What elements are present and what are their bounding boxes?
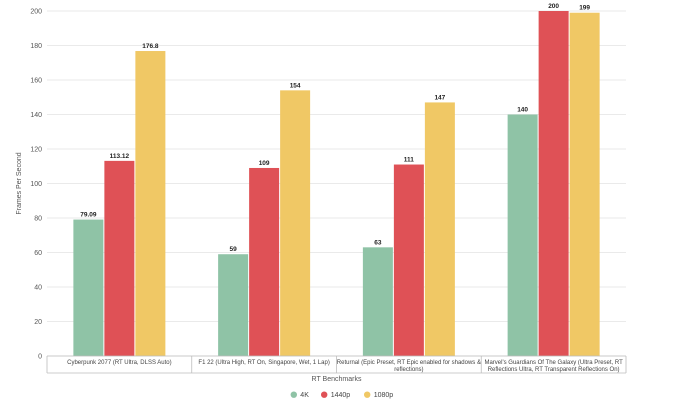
y-tick-label: 140 — [30, 112, 42, 119]
x-axis-title: RT Benchmarks — [312, 376, 362, 383]
data-label: 140 — [517, 107, 528, 114]
y-axis-ticks: 0 20 40 60 80 100 120 140 160 180 200 — [30, 9, 42, 361]
data-label: 111 — [404, 157, 415, 164]
bar — [569, 12, 600, 356]
legend: 4K 1440p 1080p — [290, 391, 394, 399]
y-axis-title: Frames Per Second — [16, 152, 23, 214]
bar — [538, 11, 569, 356]
data-label: 154 — [290, 82, 301, 89]
bar — [249, 167, 280, 356]
data-label: 109 — [259, 160, 270, 167]
y-tick-label: 40 — [34, 285, 42, 292]
legend-label: 1440p — [331, 392, 351, 399]
bar — [280, 90, 311, 356]
category-label-line: Cyberpunk 2077 (RT Ultra, DLSS Auto) — [67, 360, 172, 366]
category-label-line: Marvel's Guardians Of The Galaxy (Ultra … — [484, 360, 623, 366]
bars — [73, 11, 600, 357]
data-label: 176.8 — [142, 43, 159, 50]
data-label: 63 — [374, 239, 382, 246]
legend-swatch — [321, 391, 328, 398]
legend-label: 1080p — [374, 392, 394, 399]
category-label: Cyberpunk 2077 (RT Ultra, DLSS Auto) — [67, 360, 172, 366]
legend-swatch — [364, 391, 371, 398]
bar — [362, 247, 393, 356]
y-tick-label: 0 — [38, 354, 42, 361]
category-label-line: reflections) — [394, 367, 423, 373]
y-tick-label: 20 — [34, 319, 42, 326]
y-tick-label: 180 — [30, 43, 42, 50]
legend-swatch — [290, 391, 297, 398]
data-label: 200 — [548, 3, 559, 10]
y-tick-label: 100 — [30, 181, 42, 188]
bar — [135, 51, 166, 357]
category-label-line: Reflections Ultra, RT Transparent Reflec… — [488, 367, 620, 373]
legend-label: 4K — [300, 392, 309, 399]
data-label: 147 — [434, 94, 445, 101]
category-label: Marvel's Guardians Of The Galaxy (Ultra … — [484, 360, 623, 373]
y-tick-label: 200 — [30, 9, 42, 16]
category-label-line: F1 22 (Ultra High, RT On, Singapore, Wet… — [198, 360, 329, 366]
data-label: 79.09 — [80, 212, 97, 219]
bar — [104, 160, 135, 356]
data-labels: 79.09 59 63 140 113.12 109 111 200 176.8 154 147 19… — [80, 3, 590, 253]
bar — [507, 114, 538, 356]
data-label: 199 — [579, 5, 590, 12]
category-label-line: Returnal (Epic Preset, RT Epic enabled f… — [337, 360, 481, 366]
data-label: 113.12 — [110, 153, 130, 160]
category-label: Returnal (Epic Preset, RT Epic enabled f… — [337, 360, 481, 373]
bar — [393, 164, 424, 356]
category-label: F1 22 (Ultra High, RT On, Singapore, Wet… — [198, 360, 329, 366]
y-tick-label: 160 — [30, 78, 42, 85]
y-tick-label: 80 — [34, 216, 42, 223]
bar — [218, 254, 249, 356]
y-tick-label: 60 — [34, 250, 42, 257]
y-tick-label: 120 — [30, 147, 42, 154]
category-axis: Cyberpunk 2077 (RT Ultra, DLSS Auto) F1 2… — [46, 355, 627, 374]
data-label: 59 — [230, 246, 238, 253]
bar — [424, 102, 455, 356]
bar — [73, 219, 104, 356]
